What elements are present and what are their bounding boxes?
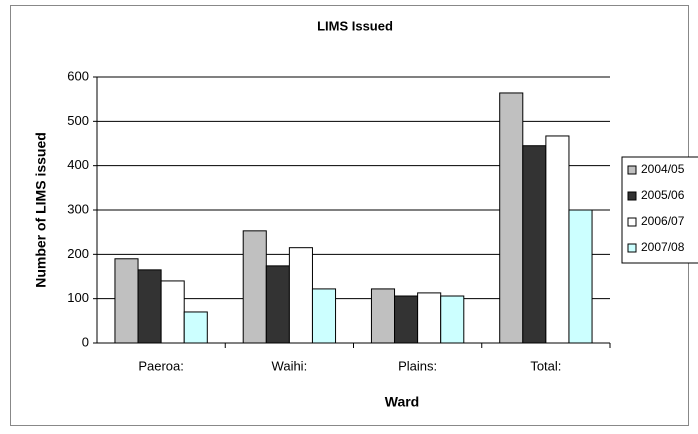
bar	[370, 288, 396, 344]
bar	[137, 269, 162, 344]
bar	[499, 92, 524, 344]
bar	[417, 292, 442, 344]
x-tick-label: Paeroa:	[138, 358, 184, 373]
legend-label: 2004/05	[641, 162, 685, 176]
legend-swatch	[627, 243, 637, 253]
legend-swatch	[627, 217, 637, 227]
bar	[242, 230, 267, 344]
y-tick-label: 400	[67, 157, 89, 172]
bar	[160, 280, 185, 344]
legend-swatch	[627, 165, 637, 175]
bar	[394, 295, 419, 344]
y-axis-label: Number of LIMS issued	[33, 132, 49, 288]
bar	[288, 247, 313, 344]
x-tick-label: Total:	[530, 358, 561, 373]
bar	[311, 288, 337, 344]
y-tick-label: 300	[67, 201, 89, 216]
x-axis-label: Ward	[385, 394, 419, 410]
chart-title: LIMS Issued	[317, 18, 393, 33]
bar	[568, 209, 593, 344]
x-tick-label: Waihi:	[272, 358, 308, 373]
legend-label: 2005/06	[641, 188, 685, 202]
y-tick-label: 200	[67, 246, 89, 261]
y-tick-label: 500	[67, 113, 89, 128]
bar	[522, 145, 547, 344]
bar	[114, 258, 139, 344]
y-tick-label: 0	[82, 334, 89, 349]
bar	[265, 265, 290, 344]
bar	[440, 295, 465, 344]
y-tick-label: 100	[67, 290, 89, 305]
legend-label: 2007/08	[641, 240, 685, 254]
y-tick-label: 600	[67, 68, 89, 83]
legend-label: 2006/07	[641, 214, 685, 228]
legend-swatch	[627, 191, 637, 201]
bar	[183, 311, 208, 344]
x-tick-label: Plains:	[398, 358, 437, 373]
bar	[545, 135, 570, 344]
